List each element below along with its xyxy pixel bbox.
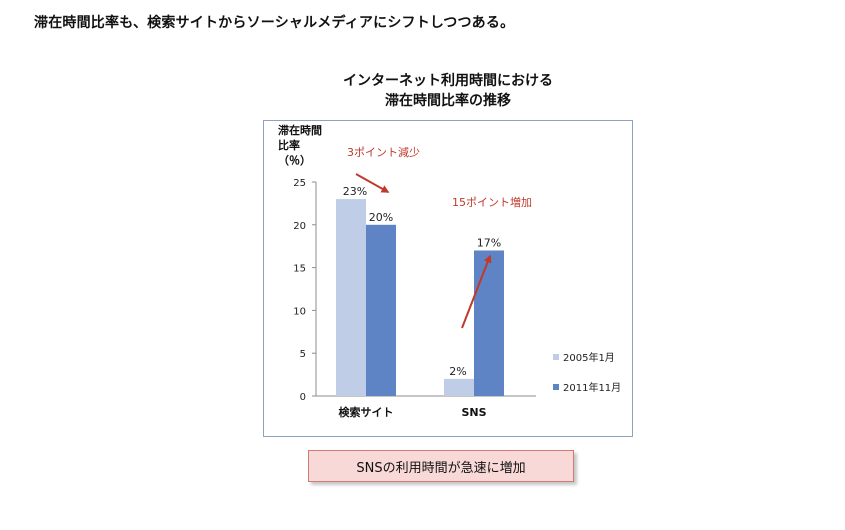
bar-data-label: 20% [369,211,393,224]
y-axis-label-line: （％） [278,154,311,167]
bar-data-label: 17% [477,236,501,249]
x-category-label: SNS [461,406,486,419]
chart-frame: 滞在時間 比率 （％） 0 5 10 15 20 25 23% 20% 検索サイト 2% 17% SNS 20… [263,120,633,437]
y-tick-label: 10 [293,306,306,317]
legend-swatch [553,384,559,390]
page-headline: 滞在時間比率も、検索サイトからソーシャルメディアにシフトしつつある。 [34,15,515,31]
y-axis-label-line: 比率 [278,138,300,152]
y-tick-label: 0 [300,392,306,403]
chart-title: インターネット利用時間における 滞在時間比率の推移 [263,71,633,111]
callout-text: SNSの利用時間が急速に増加 [356,460,526,476]
y-tick-label: 25 [293,178,306,189]
chart-title-line-2: 滞在時間比率の推移 [385,93,511,109]
bar-series-2 [366,224,396,396]
annotation-arrow-increase [461,254,492,329]
bar-chart: 滞在時間比率 （％） 0 5 10 15 20 25 23%20% 検索サイト 2% 17% SNS 20… [278,123,621,419]
legend-label: 2005年1月 [563,351,615,364]
bar-series-2 [474,250,504,396]
bar-series-1 [336,199,366,396]
bar-data-label: 23% [343,185,367,198]
annotation-arrow-decrease [355,173,390,193]
y-tick-label: 20 [293,221,306,232]
y-tick-label: 15 [293,264,306,275]
y-axis-label-line: 滞在時間 [278,123,322,137]
bar-data-label: 2% [449,365,466,378]
legend-swatch [553,354,559,360]
annotation-text: 3ポイント減少 [347,145,420,159]
y-tick-label: 5 [300,349,306,360]
chart-title-line-1: インターネット利用時間における [343,73,553,89]
bar-series-1 [444,378,474,396]
annotation-text: 15ポイント増加 [452,196,532,209]
legend-label: 2011年11月 [563,381,621,394]
x-category-label: 検索サイト [339,405,394,419]
callout-box: SNSの利用時間が急速に増加 [308,450,574,482]
